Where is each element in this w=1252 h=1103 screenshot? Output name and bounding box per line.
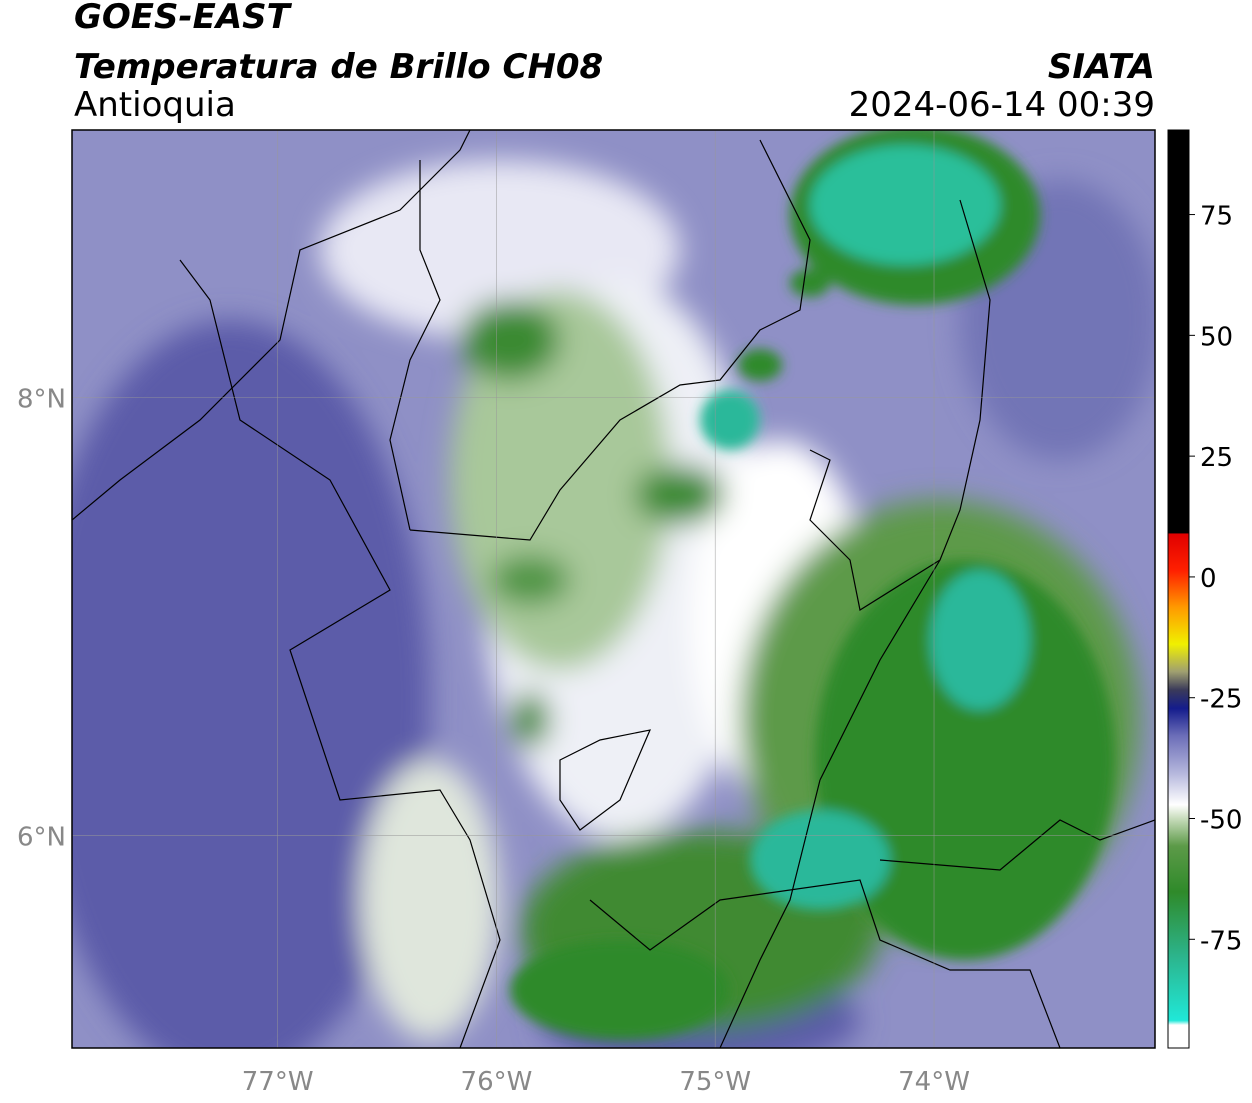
x-tick-label: 75°W <box>679 1067 751 1097</box>
source-title: SIATA <box>1048 47 1155 87</box>
boundaries <box>72 130 1155 1048</box>
colorbar-tick-label: 50 <box>1200 322 1233 352</box>
satellite-title: GOES-EAST <box>74 0 293 37</box>
colorbar <box>1167 129 1190 1049</box>
graticule <box>72 130 1155 1048</box>
datetime-title: 2024-06-14 00:39 <box>849 85 1155 125</box>
product-title: Temperatura de Brillo CH08 <box>74 47 603 87</box>
colorbar-tick-label: -25 <box>1200 685 1242 715</box>
y-tick-label: 8°N <box>17 384 66 414</box>
satellite-image <box>72 130 1155 1048</box>
x-tick-label: 77°W <box>242 1067 314 1097</box>
ticks: 77°W 76°W 75°W 74°W 8°N 6°N 75 50 25 0 -25 -50 -75 <box>17 202 1242 1097</box>
region-title: Antioquia <box>74 85 236 125</box>
x-tick-label: 76°W <box>461 1067 533 1097</box>
colorbar-tick-label: 0 <box>1200 564 1217 594</box>
y-tick-label: 6°N <box>17 822 66 852</box>
map-frame <box>71 129 1156 1049</box>
colorbar-tick-label: -75 <box>1200 926 1242 956</box>
colorbar-tick-label: 75 <box>1200 202 1233 232</box>
colorbar-tick-label: -50 <box>1200 806 1242 836</box>
colorbar-tick-label: 25 <box>1200 443 1233 473</box>
x-tick-label: 74°W <box>898 1067 970 1097</box>
